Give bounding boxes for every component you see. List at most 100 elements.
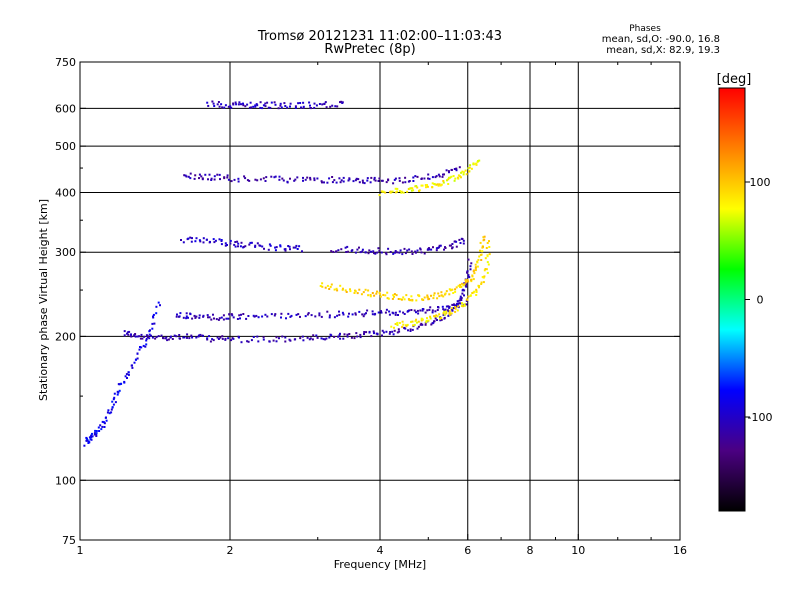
point-0-201 [458,299,461,302]
point-5-692 [237,103,240,106]
point-4-559 [227,178,230,181]
point-4-563 [237,180,240,183]
point-1-347 [421,308,424,310]
point-1-300 [333,316,336,319]
point-8-1046 [454,307,457,310]
point-6-805 [116,393,119,396]
point-6-806 [113,392,116,395]
point-4-561 [233,178,236,181]
point-1-334 [402,311,405,314]
point-6-768 [90,438,93,441]
point-0-34 [167,338,170,341]
point-6-798 [110,408,113,411]
point-6-816 [124,375,127,378]
point-1-251 [217,318,220,321]
point-5-711 [264,102,267,105]
point-1-372 [458,302,461,305]
point-1-231 [185,315,188,318]
point-3-489 [404,252,407,255]
point-7-965 [470,279,473,281]
point-0-95 [294,338,297,341]
point-5-721 [280,106,283,109]
point-5-695 [242,102,244,105]
point-0-191 [451,309,454,312]
point-5-735 [308,101,311,104]
point-6-762 [85,436,88,439]
point-6-775 [95,435,98,437]
point-2-414 [239,245,242,248]
point-5-674 [211,100,214,103]
point-5-712 [267,106,270,109]
point-5-752 [339,101,341,104]
point-7-881 [367,294,370,297]
point-2-390 [202,237,205,240]
point-5-728 [294,105,297,108]
point-4-583 [289,177,291,180]
point-4-556 [223,176,226,179]
point-0-156 [409,330,412,332]
point-2-403 [224,242,227,245]
point-7-991 [483,238,486,241]
point-0-32 [165,336,168,339]
point-4-568 [254,178,257,181]
point-9-1118 [415,185,418,187]
point-1-310 [354,313,357,316]
point-1-233 [185,312,188,315]
x-tick-label-5: 10 [571,544,585,557]
point-0-211 [464,284,467,287]
point-0-130 [363,333,365,335]
point-7-861 [329,285,332,288]
point-0-183 [447,314,450,317]
point-1-363 [445,305,448,308]
point-0-153 [403,326,406,329]
point-0-11 [133,334,136,337]
point-9-1133 [434,183,436,186]
point-7-978 [477,258,480,261]
point-2-388 [198,239,201,242]
point-1-322 [380,311,383,314]
point-9-1132 [435,183,438,186]
point-4-645 [412,176,415,179]
point-0-71 [232,337,235,340]
point-1-371 [459,302,462,305]
point-4-565 [244,177,247,180]
point-3-512 [438,244,441,247]
point-0-102 [311,338,314,341]
point-0-177 [439,319,442,322]
point-5-683 [223,106,226,109]
point-1-358 [441,305,444,308]
point-8-1072 [480,283,483,285]
point-4-631 [381,179,384,182]
point-2-431 [274,246,277,249]
point-4-662 [443,173,445,176]
point-3-474 [376,251,379,254]
point-0-64 [221,335,224,338]
point-7-880 [367,289,370,292]
point-5-724 [286,106,289,109]
point-6-780 [95,430,98,432]
point-1-262 [232,316,235,319]
point-3-462 [358,246,360,249]
point-0-175 [434,317,437,320]
point-6-852 [159,304,161,307]
point-1-281 [280,312,283,315]
point-1-299 [328,316,331,319]
point-5-727 [294,107,297,109]
point-9-1169 [472,162,475,165]
point-2-435 [279,245,282,248]
point-0-81 [262,338,265,341]
point-0-60 [212,339,215,342]
point-4-594 [313,177,316,180]
point-2-440 [288,245,291,248]
point-0-147 [391,330,394,333]
point-7-885 [371,292,374,294]
point-0-121 [346,333,349,336]
point-9-1151 [457,177,460,180]
point-5-700 [250,106,253,109]
point-1-342 [416,309,419,312]
point-5-714 [269,106,272,109]
stats-title: Phases [629,24,661,34]
point-9-1121 [421,184,424,187]
point-4-628 [377,180,380,182]
point-0-219 [466,271,469,274]
